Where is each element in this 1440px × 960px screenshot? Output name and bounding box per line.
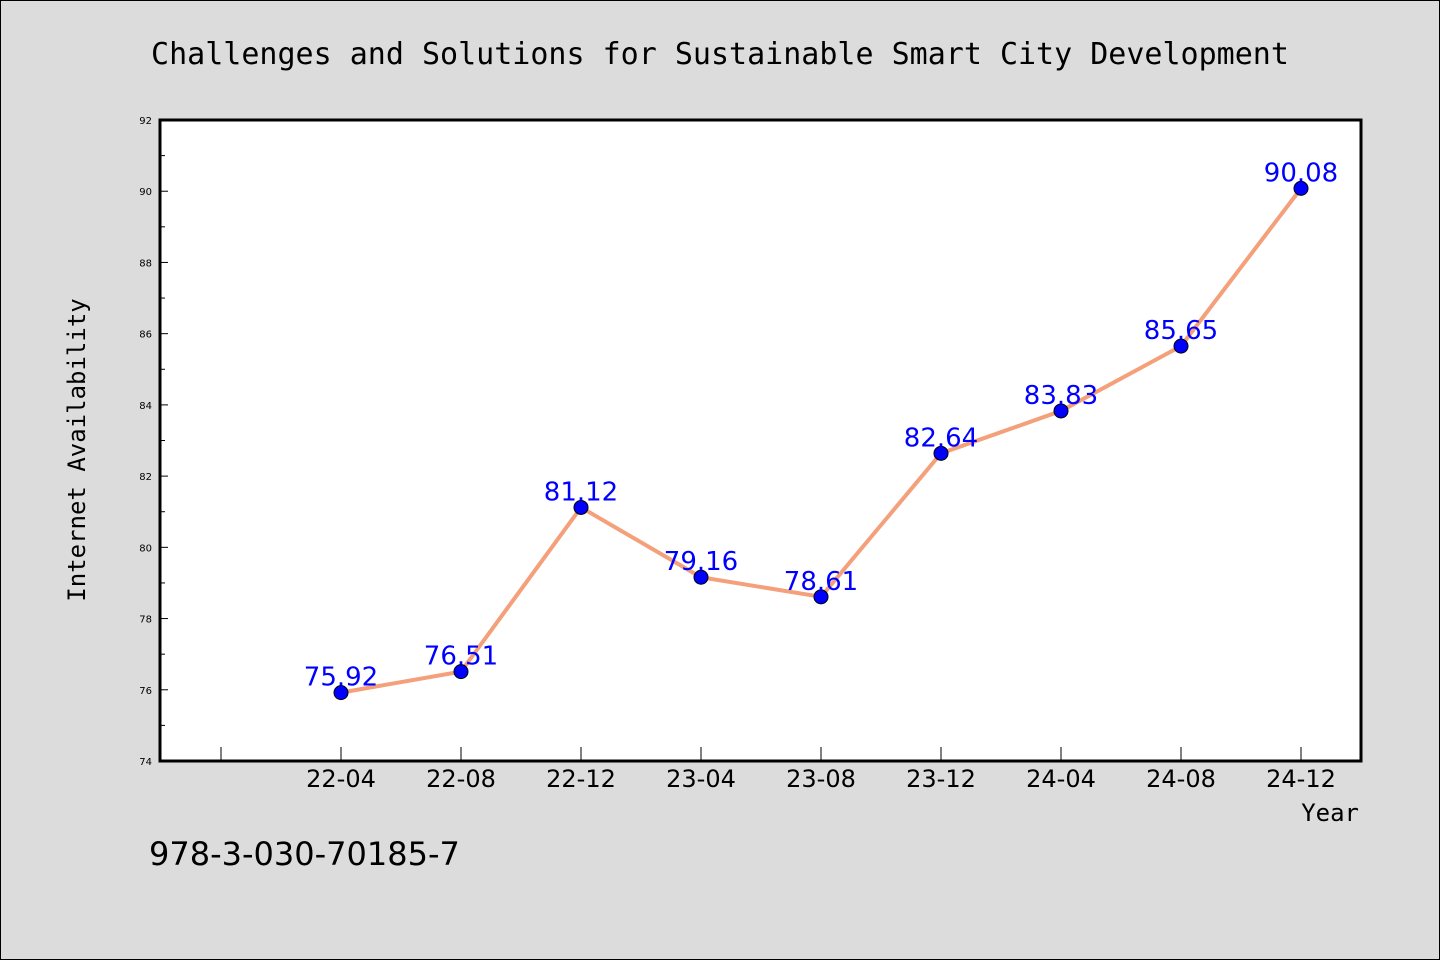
y-tick-label: 88 [139, 258, 152, 269]
y-tick-label: 76 [139, 686, 152, 697]
x-axis-label: Year [1301, 799, 1359, 827]
data-point [573, 499, 589, 515]
data-label: 76.51 [424, 642, 498, 672]
data-label: 75.92 [304, 663, 378, 693]
data-label: 90.08 [1264, 158, 1338, 188]
data-point [1053, 403, 1069, 419]
data-point [1173, 338, 1189, 354]
data-point [333, 685, 349, 701]
data-point [813, 589, 829, 605]
chart-title: Challenges and Solutions for Sustainable… [151, 37, 1289, 72]
data-label: 83.83 [1024, 381, 1098, 411]
y-tick-label: 92 [139, 116, 152, 127]
x-tick-label: 24-08 [1146, 765, 1216, 793]
y-axis-label: Internet Availability [63, 298, 91, 601]
data-label: 79.16 [664, 547, 738, 577]
data-label: 81.12 [544, 477, 618, 507]
x-tick-label: 22-08 [426, 765, 496, 793]
data-label: 85.65 [1144, 316, 1218, 346]
data-point [1293, 180, 1309, 196]
x-tick-label: 24-12 [1266, 765, 1336, 793]
y-tick-label: 86 [139, 330, 152, 341]
plot-area [158, 118, 1363, 763]
y-tick-label: 82 [139, 472, 152, 483]
x-tick-label: 23-12 [906, 765, 976, 793]
data-label: 82.64 [904, 423, 978, 453]
series-layer: 75.92 76.51 81.12 79.16 78.61 82.64 83.83 85.65… [304, 158, 1338, 701]
y-tick-label: 80 [139, 543, 152, 554]
data-point [453, 664, 469, 680]
x-tick-label: 23-08 [786, 765, 856, 793]
y-tick-label: 78 [139, 615, 152, 626]
y-axis: 74 76 78 80 82 84 86 88 90 92 [139, 116, 168, 768]
y-tick-label: 90 [139, 187, 152, 198]
x-axis: 22-04 22-08 22-12 23-04 23-08 23-12 24-04 24-08… [220, 747, 1336, 793]
y-tick-label: 84 [139, 401, 152, 412]
x-tick-label: 23-04 [666, 765, 736, 793]
x-tick-label: 22-04 [306, 765, 376, 793]
footer-isbn: 978-3-030-70185-7 [149, 835, 460, 873]
x-tick-label: 24-04 [1026, 765, 1096, 793]
y-tick-label: 74 [139, 757, 152, 768]
data-point [933, 445, 949, 461]
data-label: 78.61 [784, 567, 858, 597]
x-tick-label: 22-12 [546, 765, 616, 793]
data-point [693, 569, 709, 585]
